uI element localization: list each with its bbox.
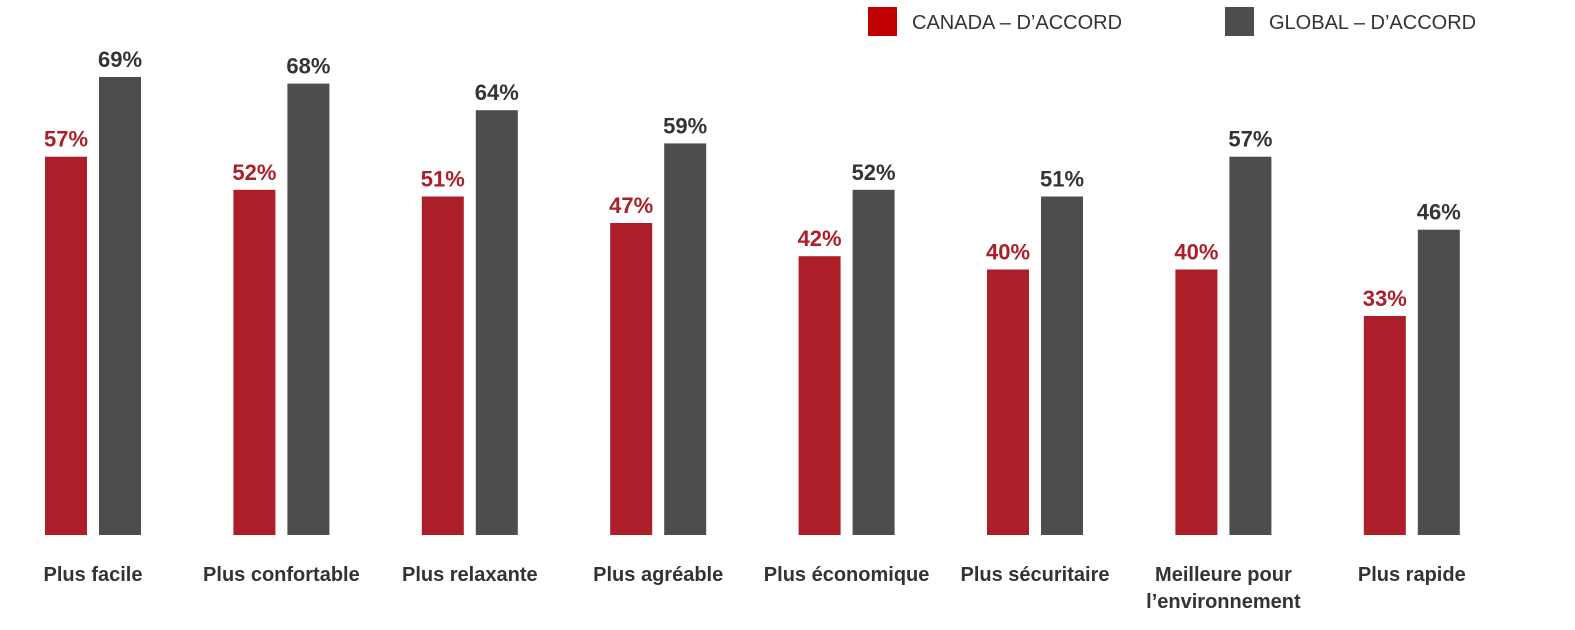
bar-canada-meilleure-pour-l-environnement: [1175, 269, 1218, 535]
category-label-plus-agreable: Plus agréable: [593, 564, 723, 586]
value-label-canada-plus-agreable: 47%: [609, 193, 653, 218]
value-label-canada-plus-facile: 57%: [44, 127, 88, 152]
category-label-plus-economique: Plus économique: [764, 564, 930, 586]
category-label-meilleure-pour-l-environnement: Meilleure pour l’environnement: [1146, 564, 1301, 613]
value-label-global-plus-agreable: 59%: [663, 113, 707, 138]
bar-global-plus-facile: [99, 77, 141, 535]
value-label-global-plus-rapide: 46%: [1417, 200, 1461, 225]
legend-swatch-canada: [868, 7, 897, 36]
bar-global-plus-securitaire: [1041, 196, 1083, 535]
value-label-global-meilleure-pour-l-environnement: 57%: [1228, 127, 1272, 152]
category-label-plus-relaxante: Plus relaxante: [402, 564, 538, 586]
legend-item-canada: CANADA – D’ACCORD: [868, 7, 1122, 36]
legend-label-canada: CANADA – D’ACCORD: [912, 12, 1122, 34]
value-labels-group: 57% 69% 52% 68% 51% 64% 47% 59% 42% 52% 40% 51% 40% 5…: [44, 47, 1461, 311]
bars-group: [45, 77, 1460, 536]
bar-canada-plus-agreable: [610, 223, 653, 535]
bar-canada-plus-confortable: [233, 189, 276, 536]
bar-canada-plus-economique: [798, 256, 841, 535]
legend-label-global: GLOBAL – D’ACCORD: [1269, 12, 1476, 34]
category-label-plus-confortable: Plus confortable: [203, 564, 360, 586]
bar-global-plus-rapide: [1417, 229, 1460, 535]
category-label-plus-facile: Plus facile: [44, 564, 143, 586]
bar-canada-plus-facile: [45, 156, 87, 535]
category-labels-group: Plus facile Plus confortable Plus relaxant…: [44, 564, 1466, 613]
value-label-canada-plus-relaxante: 51%: [421, 167, 465, 192]
legend-swatch-global: [1225, 7, 1254, 36]
bar-global-meilleure-pour-l-environnement: [1229, 156, 1272, 535]
bar-global-plus-relaxante: [475, 110, 518, 535]
bar-canada-plus-relaxante: [421, 196, 464, 535]
value-label-canada-plus-economique: 42%: [798, 226, 842, 251]
bar-global-plus-agreable: [664, 143, 707, 535]
value-label-global-plus-securitaire: 51%: [1040, 167, 1084, 192]
category-label-plus-rapide: Plus rapide: [1358, 564, 1466, 586]
value-label-global-plus-facile: 69%: [98, 47, 142, 72]
value-label-global-plus-confortable: 68%: [286, 54, 330, 79]
value-label-canada-plus-confortable: 52%: [232, 160, 276, 185]
bar-global-plus-confortable: [287, 83, 330, 535]
bar-canada-plus-rapide: [1363, 316, 1406, 535]
value-label-canada-meilleure-pour-l-environnement: 40%: [1174, 240, 1218, 265]
value-label-canada-plus-rapide: 33%: [1363, 286, 1407, 311]
bar-global-plus-economique: [852, 189, 895, 536]
value-label-global-plus-economique: 52%: [852, 160, 896, 185]
legend-item-global: GLOBAL – D’ACCORD: [1225, 7, 1476, 36]
legend: CANADA – D’ACCORD GLOBAL – D’ACCORD: [868, 7, 1476, 36]
bar-canada-plus-securitaire: [987, 269, 1029, 535]
value-label-global-plus-relaxante: 64%: [475, 80, 519, 105]
category-label-plus-securitaire: Plus sécuritaire: [961, 564, 1110, 586]
value-label-canada-plus-securitaire: 40%: [986, 240, 1030, 265]
